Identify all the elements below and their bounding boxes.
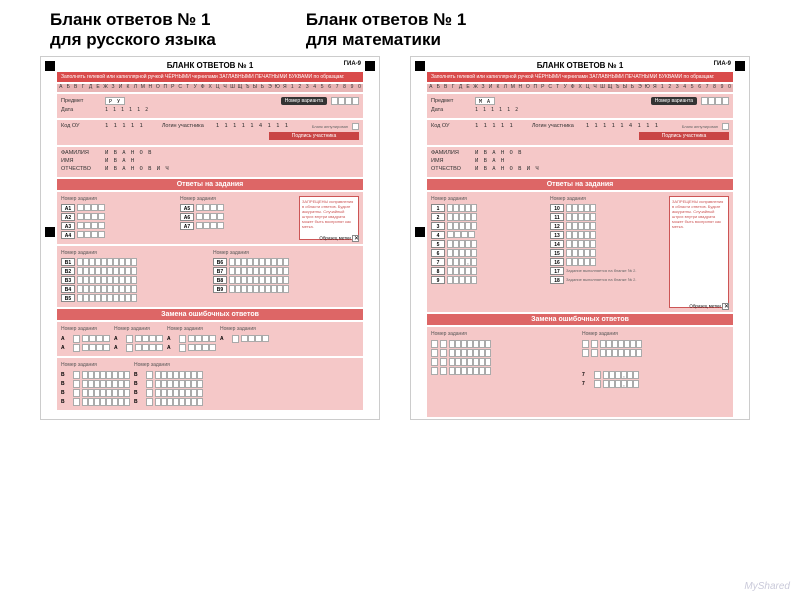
gia-label: ГИА-9 [344, 61, 361, 67]
registration-block: Предмет М А Номер варианта Дата 1 1 1 1 … [427, 94, 733, 118]
section-answers: Ответы на задания [427, 179, 733, 190]
marker-icon [45, 227, 55, 237]
signature-box: Подпись участника [269, 132, 359, 140]
title-left: Бланк ответов № 1 для русского языка [50, 10, 216, 51]
code-block: Код ОУ 1 1 1 1 1 Логин участника 1 1 1 1… [427, 120, 733, 145]
marker-icon [415, 227, 425, 237]
title-right: Бланк ответов № 1 для математики [306, 10, 467, 51]
name-block: ФАМИЛИЯИ В А Н О В ИМЯИ В А Н ОТЧЕСТВОИ … [57, 147, 363, 177]
answers-b-block: Номер задания B1 B2 B3 B4 B5 Номер задан… [57, 246, 363, 307]
gia-label: ГИА-9 [714, 61, 731, 67]
watermark: MyShared [744, 581, 790, 592]
code-block: Код ОУ 1 1 1 1 1 Логин участника 1 1 1 1… [57, 120, 363, 145]
form-russian: БЛАНК ОТВЕТОВ № 1 ГИА-9 Заполнять гелево… [40, 56, 380, 420]
section-replace: Замена ошибочных ответов [427, 314, 733, 325]
alphabet-sample: АБВГДЕЖЗИКЛМНОПРСТУФХЦЧШЩЪЫЬЭЮЯ123456789… [427, 84, 733, 92]
replace-b-block: Номер задания B B B B Номер задания B B … [57, 358, 363, 410]
variant-label: Номер варианта [651, 97, 697, 105]
alphabet-sample: АБВГДЕЖЗИКЛМНОПРСТУФХЦЧШЩЪЫЬЭЮЯ123456789… [57, 84, 363, 92]
section-replace: Замена ошибочных ответов [57, 309, 363, 320]
instruction-bar: Заполнять гелевой или капиллярной ручкой… [427, 72, 733, 82]
answers-block: Номер задания 1 2 3 4 5 6 7, 8 9 Номер з… [427, 192, 733, 312]
replace-a-block: Номер задания A A Номер задания A A Номе… [57, 322, 363, 356]
form-title: БЛАНК ОТВЕТОВ № 1 ГИА-9 [41, 57, 379, 72]
warning-text: ЗАПРЕЩЕНЫ исправления в области ответов.… [299, 196, 359, 240]
name-block: ФАМИЛИЯИ В А Н О В ИМЯИ В А Н ОТЧЕСТВОИ … [427, 147, 733, 177]
sample-mark: Образец метки [319, 235, 359, 242]
warning-text: ЗАПРЕЩЕНЫ исправления в области ответов.… [669, 196, 729, 308]
replace-block: Номер задания Номер задания 7, 7, [427, 327, 733, 417]
registration-block: Предмет Р У Номер варианта Дата 1 1 1 1 … [57, 94, 363, 118]
section-answers: Ответы на задания [57, 179, 363, 190]
form-math: БЛАНК ОТВЕТОВ № 1 ГИА-9 Заполнять гелево… [410, 56, 750, 420]
answers-a-block: Номер задания A1 A2 A3 A4 Номер задания … [57, 192, 363, 244]
variant-label: Номер варианта [281, 97, 327, 105]
signature-box: Подпись участника [639, 132, 729, 140]
sample-mark: Образец метки [689, 303, 729, 310]
form-title: БЛАНК ОТВЕТОВ № 1 ГИА-9 [411, 57, 749, 72]
instruction-bar: Заполнять гелевой или капиллярной ручкой… [57, 72, 363, 82]
